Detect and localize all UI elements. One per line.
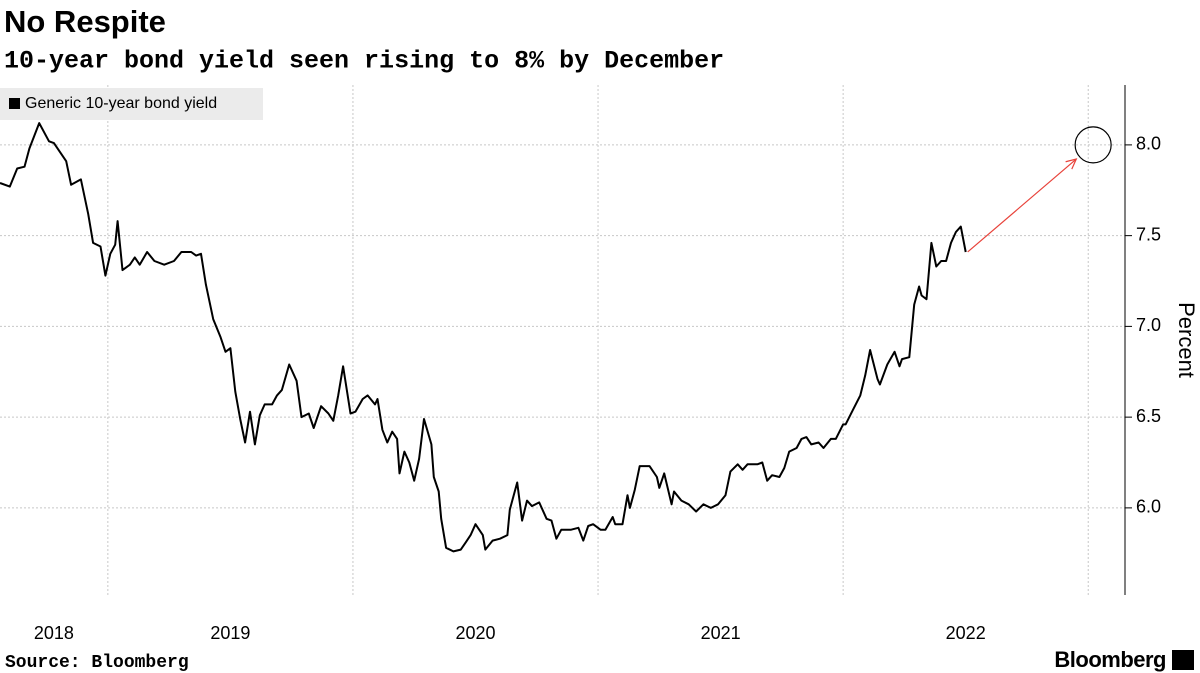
x-tick-label: 2020 <box>455 623 495 643</box>
forecast-arrow <box>967 158 1077 253</box>
line-series <box>0 122 967 553</box>
brand-icon <box>1172 650 1194 670</box>
source: Source: Bloomberg <box>5 653 189 673</box>
y-tick-label: 6.0 <box>1136 497 1161 517</box>
chart-subtitle: 10-year bond yield seen rising to 8% by … <box>4 47 724 76</box>
x-tick-label: 2018 <box>34 623 74 643</box>
forecast-arrowhead <box>1065 158 1078 170</box>
legend-label: Generic 10-year bond yield <box>25 95 217 112</box>
forecast-marker <box>1074 126 1112 164</box>
chart-title: No Respite <box>4 4 166 39</box>
legend-swatch <box>9 98 20 109</box>
y-tick-label: 8.0 <box>1136 134 1161 154</box>
brand: Bloomberg <box>1054 647 1166 672</box>
x-tick-label: 2021 <box>701 623 741 643</box>
y-axis-label: Percent <box>1174 302 1199 378</box>
y-tick-label: 7.5 <box>1136 224 1161 244</box>
legend-box <box>0 88 263 120</box>
y-tick-label: 6.5 <box>1136 406 1161 426</box>
x-tick-label: 2019 <box>210 623 250 643</box>
y-tick-label: 7.0 <box>1136 315 1161 335</box>
x-tick-label: 2022 <box>946 623 986 643</box>
plot-area: 6.0 6.5 7.0 7.5 8.0 2018 2019 2020 2021 2022 <box>0 85 1161 643</box>
